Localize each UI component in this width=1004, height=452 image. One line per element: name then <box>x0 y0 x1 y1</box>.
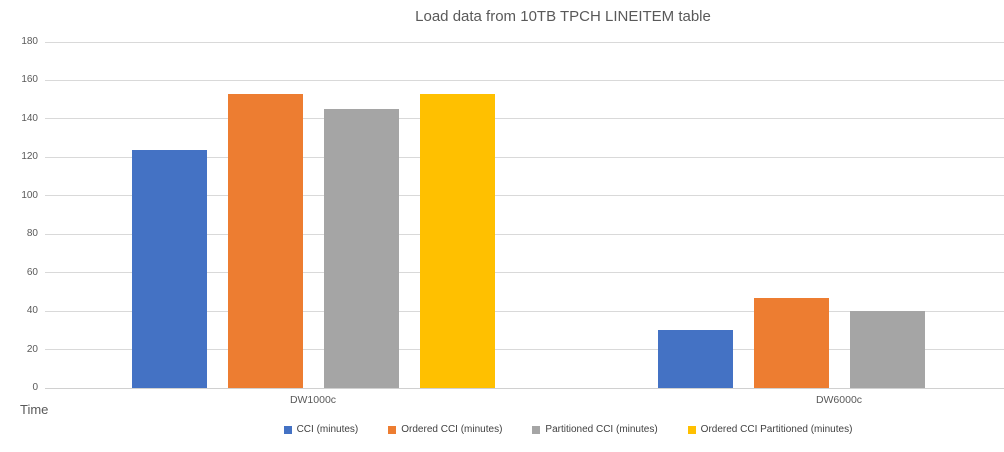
legend-swatch-icon <box>388 425 397 434</box>
legend-item: CCI (minutes) <box>283 424 359 435</box>
gridline <box>45 41 1004 43</box>
legend-item: Ordered CCI (minutes) <box>388 424 502 435</box>
bar <box>849 311 925 388</box>
legend-label: CCI (minutes) <box>296 424 359 435</box>
bar <box>131 149 207 388</box>
y-tick-label: 60 <box>26 266 38 278</box>
legend-label: Ordered CCI (minutes) <box>401 424 503 435</box>
y-tick-label: 80 <box>26 228 38 240</box>
y-tick-label: 40 <box>26 305 38 317</box>
y-tick-label: 160 <box>21 74 38 86</box>
legend-label: Ordered CCI Partitioned (minutes) <box>700 424 853 435</box>
y-tick-label: 120 <box>21 151 38 163</box>
legend: CCI (minutes) Ordered CCI (minutes) Partit… <box>132 424 1004 435</box>
category-label: DW6000c <box>815 394 863 406</box>
legend-swatch-icon <box>283 425 292 434</box>
gridline <box>45 310 1004 312</box>
legend-swatch-icon <box>687 425 696 434</box>
legend-swatch-icon <box>532 425 541 434</box>
legend-item: Partitioned CCI (minutes) <box>532 424 658 435</box>
x-axis-line <box>45 387 1004 389</box>
bar <box>419 93 495 388</box>
bar <box>657 330 733 388</box>
gridline <box>45 156 1004 158</box>
bar <box>753 297 829 388</box>
bar <box>227 93 303 388</box>
legend-label: Partitioned CCI (minutes) <box>545 424 658 435</box>
category-label: DW1000c <box>289 394 337 406</box>
y-tick-label: 140 <box>21 112 38 124</box>
gridline <box>45 195 1004 197</box>
y-tick-label: 180 <box>21 36 38 47</box>
y-tick-label: 100 <box>21 189 38 201</box>
y-tick-label: 20 <box>26 343 38 355</box>
gridline <box>45 118 1004 120</box>
chart-title: Load data from 10TB TPCH LINEITEM table <box>415 8 711 25</box>
gridline <box>45 233 1004 235</box>
legend-item: Ordered CCI Partitioned (minutes) <box>687 424 853 435</box>
y-tick-label: 0 <box>32 382 38 393</box>
y-axis-title: Time <box>20 402 49 417</box>
gridline <box>45 272 1004 274</box>
gridline <box>45 349 1004 351</box>
bar <box>323 109 399 388</box>
gridline <box>45 79 1004 81</box>
